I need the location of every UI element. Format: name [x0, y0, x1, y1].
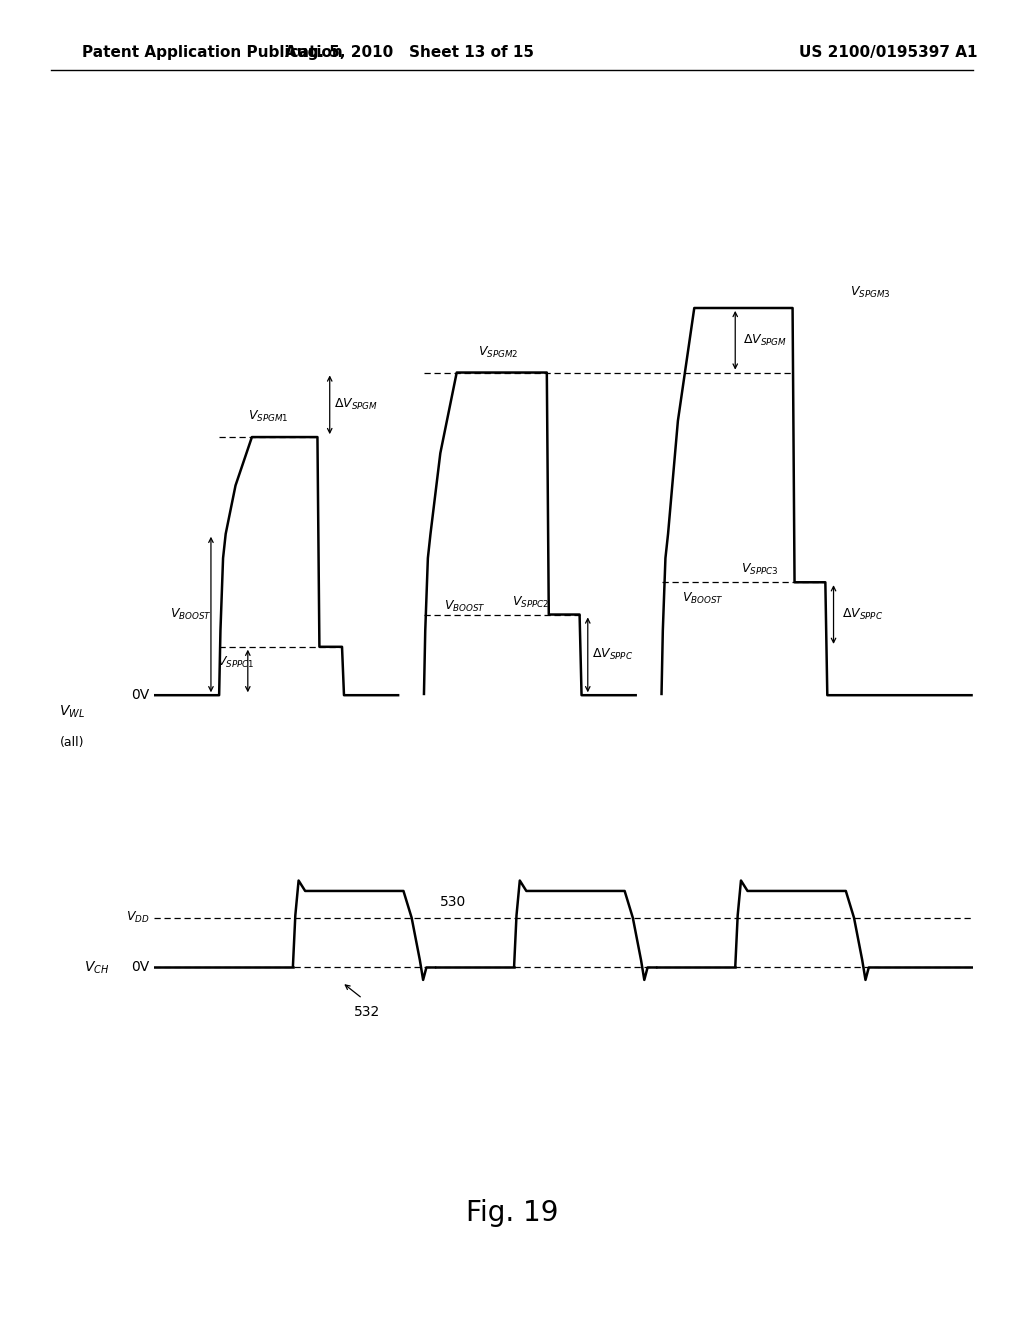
Text: $V_{WL}$: $V_{WL}$ — [58, 704, 85, 719]
Text: $V_{CH}$: $V_{CH}$ — [84, 960, 109, 975]
Text: $V_{BOOST}$: $V_{BOOST}$ — [444, 599, 486, 614]
Text: $V_{BOOST}$: $V_{BOOST}$ — [170, 607, 211, 622]
Text: $\Delta V_{SPPC}$: $\Delta V_{SPPC}$ — [592, 647, 633, 663]
Text: $\Delta V_{SPPC}$: $\Delta V_{SPPC}$ — [842, 607, 883, 622]
Text: $\Delta V_{SPGM}$: $\Delta V_{SPGM}$ — [334, 397, 378, 412]
Text: $V_{SPPC2}$: $V_{SPPC2}$ — [512, 594, 549, 610]
Text: $V_{SPPC3}$: $V_{SPPC3}$ — [741, 562, 778, 577]
Text: 530: 530 — [440, 895, 467, 909]
Text: (all): (all) — [59, 735, 84, 748]
Text: $V_{SPGM3}$: $V_{SPGM3}$ — [850, 285, 891, 300]
Text: 0V: 0V — [131, 688, 150, 702]
Text: $\Delta V_{SPGM}$: $\Delta V_{SPGM}$ — [743, 333, 787, 347]
Text: $V_{DD}$: $V_{DD}$ — [126, 911, 150, 925]
Text: Fig. 19: Fig. 19 — [466, 1199, 558, 1228]
Text: Aug. 5, 2010   Sheet 13 of 15: Aug. 5, 2010 Sheet 13 of 15 — [285, 45, 535, 59]
Text: 532: 532 — [353, 1005, 380, 1019]
Text: US 2100/0195397 A1: US 2100/0195397 A1 — [799, 45, 977, 59]
Text: Patent Application Publication: Patent Application Publication — [82, 45, 343, 59]
Text: $V_{SPGM2}$: $V_{SPGM2}$ — [477, 345, 518, 359]
Text: $V_{SPPC1}$: $V_{SPPC1}$ — [217, 655, 254, 671]
Text: 0V: 0V — [131, 961, 150, 974]
Text: $V_{BOOST}$: $V_{BOOST}$ — [682, 591, 724, 606]
Text: $V_{SPGM1}$: $V_{SPGM1}$ — [248, 409, 289, 424]
